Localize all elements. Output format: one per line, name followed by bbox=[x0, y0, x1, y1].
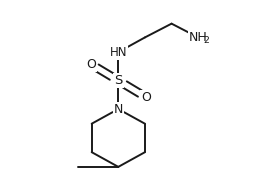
Text: 2: 2 bbox=[203, 36, 209, 45]
Text: S: S bbox=[114, 74, 123, 87]
Text: HN: HN bbox=[110, 46, 127, 59]
Text: NH: NH bbox=[189, 31, 207, 44]
Text: N: N bbox=[114, 102, 123, 115]
Text: O: O bbox=[141, 91, 151, 104]
Text: O: O bbox=[86, 58, 96, 70]
